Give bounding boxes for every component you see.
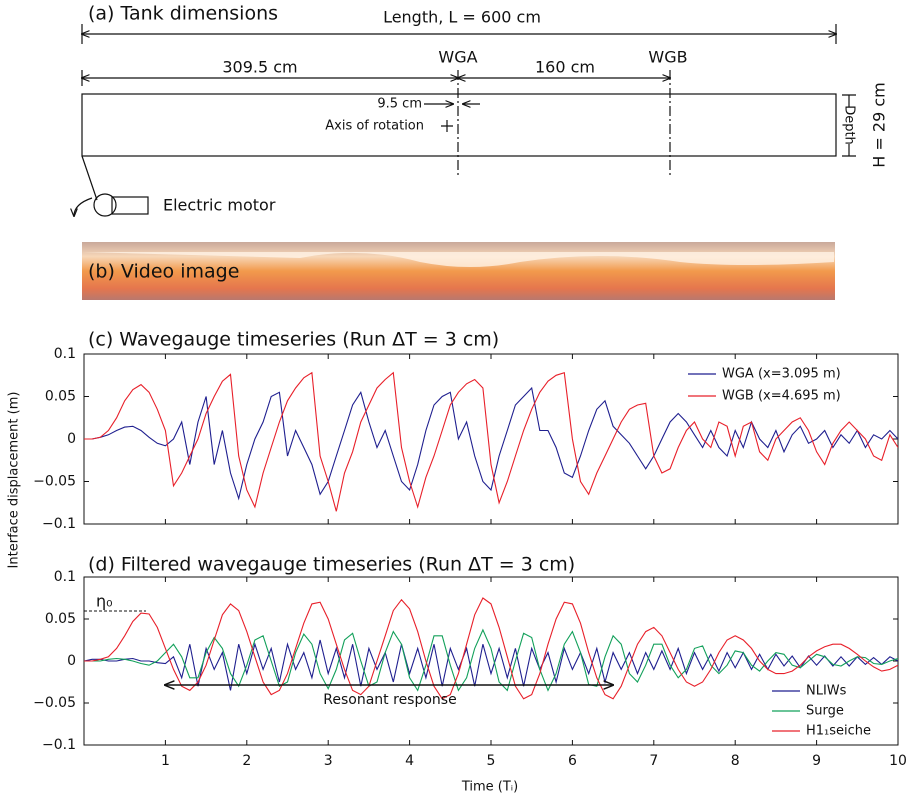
y-tick-label: 0.05	[45, 611, 76, 627]
video-frame	[82, 242, 835, 300]
motor-body	[111, 196, 149, 215]
gauge-label: WGB	[648, 48, 687, 67]
x-tick-label: 8	[731, 753, 740, 769]
axis-label: Axis of rotation	[325, 119, 424, 134]
y-tick-label: −0.05	[33, 695, 76, 711]
rotation-arrow	[74, 197, 93, 216]
y-tick-label: 0.05	[45, 389, 76, 405]
x-tick-label: 4	[405, 753, 414, 769]
y-axis-label: Interface displacement (m)	[7, 392, 22, 569]
legend-label: H1₁seiche	[806, 724, 871, 739]
tank-diagram: (a) Tank dimensions Length, L = 600 cm 3…	[74, 3, 889, 217]
motor-link	[81, 155, 98, 201]
series-line	[84, 628, 898, 692]
rotation-axis	[441, 120, 453, 132]
y-tick-label: −0.1	[42, 516, 76, 532]
video-highlight	[82, 252, 834, 267]
plot-area	[83, 576, 899, 746]
x-tick-label: 2	[242, 753, 251, 769]
legend-label: Surge	[806, 704, 844, 719]
height-label: H = 29 cm	[870, 82, 889, 167]
y-tick-label: −0.1	[42, 737, 76, 753]
x-axis-label: Time (Tᵢ)	[461, 780, 518, 795]
length-label: Length, L = 600 cm	[383, 8, 541, 27]
x-tick-label: 9	[812, 753, 821, 769]
series-line	[84, 386, 898, 501]
y-tick-label: 0.1	[54, 569, 76, 585]
x-tick-label: 5	[487, 753, 496, 769]
x-tick-label: 10	[889, 753, 907, 769]
y-tick-label: 0	[67, 653, 76, 669]
video-image: (b) Video image	[82, 242, 835, 300]
series-line	[84, 597, 898, 700]
x-tick-label: 3	[324, 753, 333, 769]
x-tick-label: 7	[649, 753, 658, 769]
motor-wheel	[93, 193, 117, 217]
legend-label: WGB (x=4.695 m)	[722, 389, 841, 404]
y-tick-label: −0.05	[33, 474, 76, 490]
y-tick-label: 0	[67, 431, 76, 447]
motor-label: Electric motor	[163, 196, 276, 215]
series-line	[84, 639, 898, 691]
plot-area	[83, 353, 899, 525]
legend-label: WGA (x=3.095 m)	[722, 367, 841, 382]
chart: (c) Wavegauge timeseries (Run ΔT = 3 cm)…	[33, 329, 899, 532]
chart-title: (c) Wavegauge timeseries (Run ΔT = 3 cm)	[88, 329, 499, 351]
x-tick-label: 1	[161, 753, 170, 769]
depth-bracket	[842, 94, 856, 157]
legend-label: NLIWs	[806, 684, 847, 699]
dist-label: 309.5 cm	[222, 58, 297, 77]
depth-label: Depth	[842, 105, 857, 145]
video-label: (b) Video image	[88, 261, 239, 283]
annotation: Resonant response	[323, 692, 456, 708]
series-line	[84, 371, 898, 512]
y-tick-label: 0.1	[54, 346, 76, 362]
annotation: η₀	[96, 592, 113, 611]
tank	[81, 93, 837, 157]
dist-label: 160 cm	[535, 58, 595, 77]
x-tick-label: 6	[568, 753, 577, 769]
chart-title: (d) Filtered wavegauge timeseries (Run Δ…	[88, 554, 575, 576]
offset-label: 9.5 cm	[377, 97, 422, 112]
chart: (d) Filtered wavegauge timeseries (Run Δ…	[33, 554, 907, 795]
diagram-title: (a) Tank dimensions	[88, 3, 278, 25]
gauge-label: WGA	[438, 48, 477, 67]
